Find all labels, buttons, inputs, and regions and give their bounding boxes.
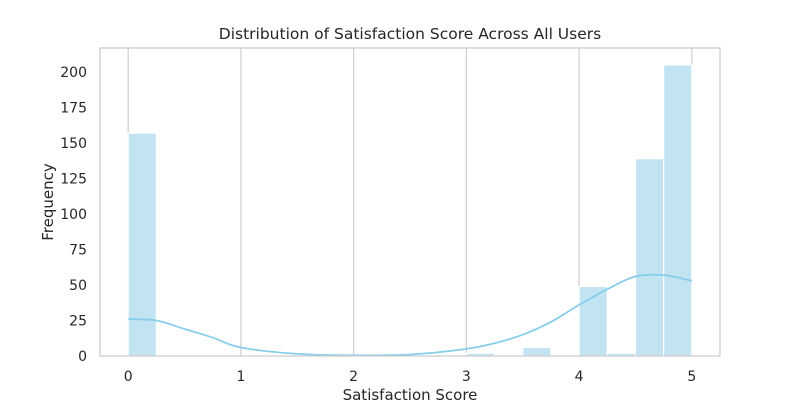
kde-line: [128, 273, 693, 357]
x-tick-label: 3: [462, 369, 471, 385]
histogram-bar: [578, 285, 608, 357]
kde-curve-group: [128, 273, 693, 357]
x-tick-labels: 0 1 2 3 4 5: [124, 369, 697, 385]
plot-frame: [99, 47, 721, 357]
histogram-bar: [127, 132, 157, 357]
x-tick-label: 0: [124, 369, 133, 385]
y-tick-label: 100: [60, 207, 87, 223]
x-axis-label: Satisfaction Score: [343, 386, 478, 400]
y-tick-labels: 0 25 50 75 100 125 150 175 200: [60, 65, 87, 365]
x-tick-label: 5: [687, 369, 696, 385]
chart-title: Distribution of Satisfaction Score Acros…: [219, 25, 601, 43]
x-tick-label: 4: [575, 369, 584, 385]
y-tick-label: 175: [60, 101, 87, 117]
y-tick-label: 0: [78, 349, 87, 365]
y-axis-label: Frequency: [39, 163, 57, 241]
histogram-bar: [522, 346, 552, 357]
y-tick-label: 75: [69, 243, 87, 259]
x-tick-label: 1: [236, 369, 245, 385]
y-tick-label: 50: [69, 278, 87, 294]
histogram-bars: [127, 64, 693, 357]
y-tick-label: 25: [69, 314, 87, 330]
histogram-bar: [634, 158, 665, 357]
x-tick-label: 2: [349, 369, 358, 385]
y-tick-label: 150: [60, 136, 87, 152]
y-tick-label: 200: [60, 65, 87, 81]
histogram-bar: [663, 64, 693, 357]
y-tick-label: 125: [60, 172, 87, 188]
